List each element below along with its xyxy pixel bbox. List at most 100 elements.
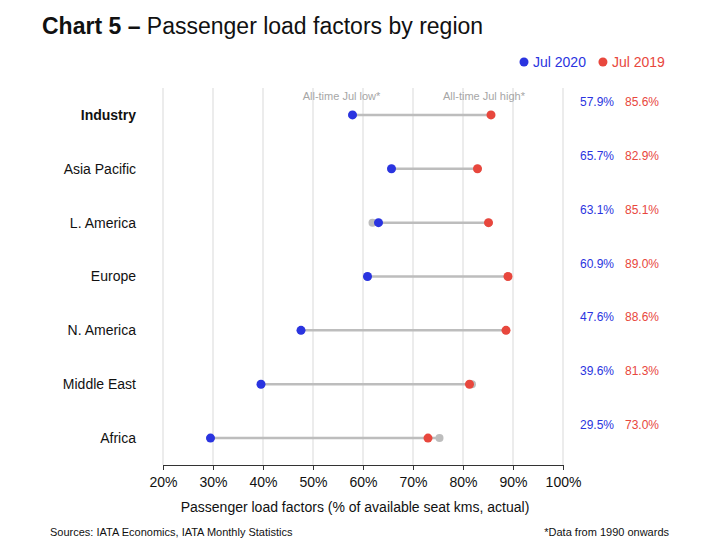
range-dot	[257, 380, 265, 388]
x-tick-mark	[563, 465, 564, 470]
data-label: 60.9%	[580, 257, 614, 271]
series-dot	[348, 110, 357, 119]
x-tick-mark	[313, 465, 314, 470]
category-label: Industry	[81, 107, 136, 123]
x-tick-mark	[463, 465, 464, 470]
grid-line	[163, 88, 164, 465]
x-tick-label: 90%	[499, 474, 527, 490]
series-dot	[206, 434, 215, 443]
source: Sources: IATA Economics, IATA Monthly St…	[50, 526, 293, 538]
series-dot	[504, 272, 513, 281]
category-label: Europe	[91, 268, 136, 284]
x-tick: 50%	[299, 465, 327, 490]
series-dot	[465, 380, 474, 389]
x-tick-mark	[513, 465, 514, 470]
grid-line	[263, 88, 264, 465]
category-label: N. America	[68, 322, 137, 338]
range-dot	[436, 434, 444, 442]
data-label: 81.3%	[625, 364, 659, 378]
data-label: 65.7%	[580, 149, 614, 163]
x-tick: 60%	[349, 465, 377, 490]
data-label: 29.5%	[580, 418, 614, 432]
range-dot	[388, 165, 396, 173]
range-line	[392, 168, 478, 171]
series-dot	[502, 326, 511, 335]
range-line	[261, 383, 472, 386]
x-tick-label: 70%	[399, 474, 427, 490]
grid-line	[213, 88, 214, 465]
range-dot	[364, 273, 372, 281]
chart: Chart 5 – Passenger load factors by regi…	[0, 0, 720, 551]
range-dot	[502, 326, 510, 334]
data-label: 85.1%	[625, 203, 659, 217]
data-label: 47.6%	[580, 310, 614, 324]
legend-label: Jul 2019	[612, 54, 665, 70]
range-dot	[487, 111, 495, 119]
x-tick-label: 60%	[349, 474, 377, 490]
series-dot	[487, 110, 496, 119]
data-label: 57.9%	[580, 95, 614, 109]
x-tick-label: 80%	[449, 474, 477, 490]
x-tick-label: 100%	[546, 474, 582, 490]
x-tick: 80%	[449, 465, 477, 490]
series-dot	[297, 326, 306, 335]
series-dot	[363, 272, 372, 281]
x-tick: 40%	[249, 465, 277, 490]
x-tick-mark	[213, 465, 214, 470]
legend: Jul 2020 Jul 2019	[520, 54, 666, 70]
title-rest: Passenger load factors by region	[147, 13, 483, 39]
range-line	[368, 275, 509, 278]
grid-line	[563, 88, 564, 465]
range-dot	[297, 326, 305, 334]
grid-line	[313, 88, 314, 465]
x-tick-label: 30%	[199, 474, 227, 490]
category-label: Africa	[100, 430, 136, 446]
x-tick: 90%	[499, 465, 527, 490]
legend-label: Jul 2020	[533, 54, 586, 70]
series-dot	[387, 164, 396, 173]
range-line	[301, 329, 506, 332]
legend-marker	[520, 58, 529, 67]
data-label: 39.6%	[580, 364, 614, 378]
marks	[206, 110, 513, 442]
title-bold: Chart 5 –	[42, 13, 147, 39]
category-label: Asia Pacific	[64, 161, 136, 177]
x-tick-mark	[163, 465, 164, 470]
range-dot	[349, 111, 357, 119]
range-line	[373, 221, 489, 224]
data-label: 73.0%	[625, 418, 659, 432]
data-label: 82.9%	[625, 149, 659, 163]
series-dot	[473, 164, 482, 173]
grid-line	[513, 88, 514, 465]
x-tick-label: 40%	[249, 474, 277, 490]
range-dot	[474, 165, 482, 173]
annotation-low: All-time Jul low*	[303, 90, 381, 102]
grid	[163, 88, 563, 465]
footnote: *Data from 1990 onwards	[544, 526, 669, 538]
data-label: 89.0%	[625, 257, 659, 271]
range-line	[211, 437, 440, 440]
data-label: 85.6%	[625, 95, 659, 109]
category-label: L. America	[70, 215, 136, 231]
category-label: Middle East	[63, 376, 136, 392]
x-tick-mark	[363, 465, 364, 470]
x-tick-label: 50%	[299, 474, 327, 490]
data-label: 88.6%	[625, 310, 659, 324]
annotation-high: All-time Jul high*	[443, 90, 526, 102]
x-tick: 20%	[149, 465, 177, 490]
range-dot	[485, 219, 493, 227]
series-dot	[484, 218, 493, 227]
x-tick-mark	[413, 465, 414, 470]
title: Chart 5 – Passenger load factors by regi…	[42, 13, 483, 39]
range-dot	[207, 434, 215, 442]
range-line	[353, 114, 492, 117]
range-dot	[504, 273, 512, 281]
x-tick: 30%	[199, 465, 227, 490]
data-label: 63.1%	[580, 203, 614, 217]
x-tick-label: 20%	[149, 474, 177, 490]
x-tick-mark	[263, 465, 264, 470]
x-tick: 100%	[546, 465, 582, 490]
series-dot	[374, 218, 383, 227]
series-dot	[257, 380, 266, 389]
x-tick: 70%	[399, 465, 427, 490]
